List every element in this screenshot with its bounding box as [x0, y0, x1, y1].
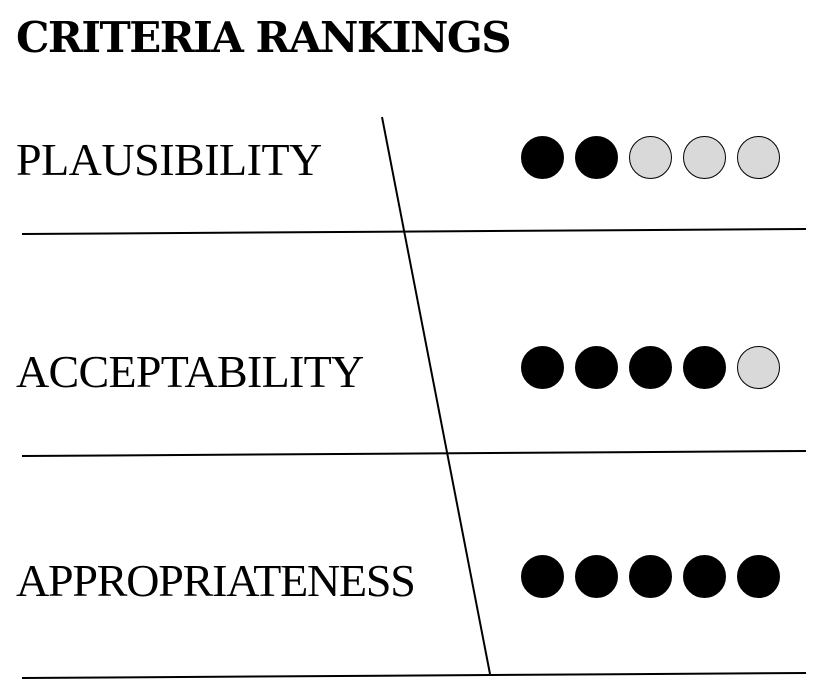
filled-rating-dot — [575, 555, 618, 598]
filled-rating-dot — [575, 346, 618, 389]
filled-rating-dot — [575, 136, 618, 179]
criterion-label-plausibility: PLAUSIBILITY — [16, 134, 322, 185]
criterion-label-acceptability: ACCEPTABILITY — [16, 346, 364, 397]
filled-rating-dot — [521, 555, 564, 598]
filled-rating-dot — [683, 555, 726, 598]
column-divider — [381, 116, 491, 675]
filled-rating-dot — [629, 555, 672, 598]
rating-appropriateness — [521, 555, 780, 598]
filled-rating-dot — [521, 346, 564, 389]
page-title: CRITERIA RANKINGS — [16, 13, 512, 62]
empty-rating-dot — [737, 346, 780, 389]
filled-rating-dot — [683, 346, 726, 389]
rating-plausibility — [521, 136, 780, 179]
filled-rating-dot — [521, 136, 564, 179]
rating-acceptability — [521, 346, 780, 389]
row-divider-2 — [21, 450, 807, 457]
filled-rating-dot — [737, 555, 780, 598]
row-divider-3 — [21, 672, 807, 679]
criterion-label-appropriateness: APPROPRIATENESS — [16, 555, 416, 606]
row-divider-1 — [21, 228, 807, 235]
empty-rating-dot — [683, 136, 726, 179]
empty-rating-dot — [629, 136, 672, 179]
empty-rating-dot — [737, 136, 780, 179]
filled-rating-dot — [629, 346, 672, 389]
